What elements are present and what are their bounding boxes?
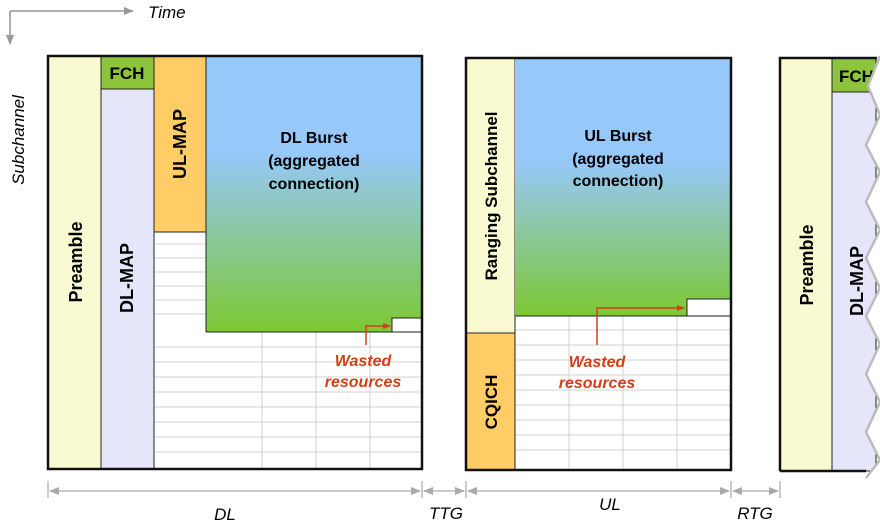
- time-axis-label: Time: [148, 3, 186, 22]
- dl-wasted-line1: Wasted: [335, 353, 393, 370]
- ul-resource-grid: [515, 316, 731, 470]
- dl-burst-line1: DL Burst: [280, 130, 348, 147]
- ul-span-label: UL: [599, 495, 621, 514]
- next-dl-map-block: [831, 91, 877, 472]
- dl-burst-line3: connection): [269, 176, 360, 193]
- ul-wasted-line2: resources: [559, 375, 636, 392]
- ul-wasted-arrow: [596, 305, 685, 345]
- next-dl-map-label: DL-MAP: [847, 246, 867, 316]
- dl-map-block: [100, 88, 155, 470]
- dl-fch-label: FCH: [110, 64, 145, 83]
- cqich-label: CQICH: [482, 375, 501, 430]
- next-fch-label: FCH: [839, 67, 874, 86]
- dl-burst-block: [206, 56, 422, 332]
- ul-burst-line1: UL Burst: [584, 128, 652, 145]
- dl-wasted-line2: resources: [325, 374, 402, 391]
- dl-span-label: DL: [214, 505, 236, 524]
- torn-edge: [866, 56, 880, 480]
- ul-wasted-line1: Wasted: [569, 354, 627, 371]
- dl-burst-line2: (aggregated: [268, 153, 360, 170]
- dl-wasted-slot: [391, 317, 423, 333]
- ul-wasted-slot: [686, 298, 732, 317]
- dl-resource-grid: [154, 243, 422, 469]
- dl-frame: Preamble FCH DL-MAP UL-MAP DL Burst (agg…: [46, 54, 424, 471]
- ranging-subchannel-block: [465, 57, 516, 334]
- rtg-span-label: RTG: [737, 504, 773, 523]
- time-axis: Time: [10, 3, 186, 22]
- dl-wasted-arrow: [365, 323, 391, 345]
- span-markers: DL TTG UL RTG: [47, 481, 781, 524]
- ul-map-label: UL-MAP: [170, 109, 190, 179]
- next-dl-frame: Preamble FCH DL-MAP: [778, 55, 880, 480]
- subchannel-axis: Subchannel: [6, 11, 28, 185]
- ul-burst-block: [515, 58, 731, 316]
- dl-map-label: DL-MAP: [117, 243, 137, 313]
- ul-frame: Ranging Subchannel CQICH UL Burst (aggre…: [464, 56, 733, 472]
- ttg-span-label: TTG: [429, 504, 463, 523]
- next-preamble-label: Preamble: [797, 224, 817, 305]
- ul-burst-line3: connection): [573, 173, 664, 190]
- subchannel-axis-label: Subchannel: [9, 94, 28, 185]
- ranging-subchannel-label: Ranging Subchannel: [482, 111, 501, 280]
- ul-burst-line2: (aggregated: [572, 151, 664, 168]
- dl-preamble-label: Preamble: [66, 221, 86, 302]
- cqich-block: [465, 332, 516, 471]
